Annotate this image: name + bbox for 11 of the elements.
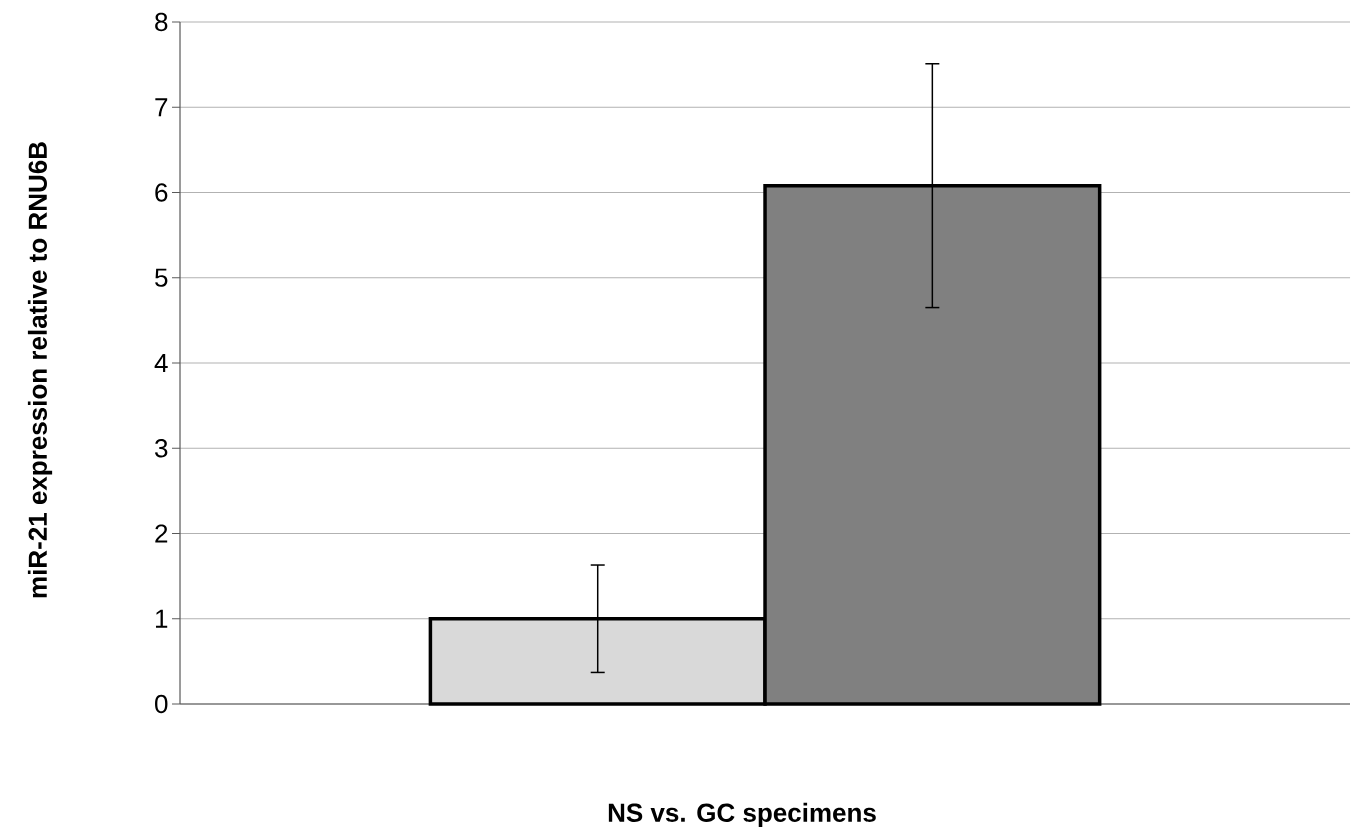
y-tick-label: 1 (155, 609, 168, 628)
y-tick-label: 5 (155, 268, 168, 287)
y-axis-title: miR-21 expression relative to RNU6B (27, 142, 53, 598)
y-tick-label: 6 (155, 183, 168, 202)
y-tick-label: 0 (155, 694, 168, 714)
y-tick-label: 2 (155, 524, 168, 543)
y-tick-label: 8 (155, 12, 168, 32)
x-axis-title: NS vs. GC specimens (608, 802, 876, 828)
y-tick-label: 4 (154, 354, 168, 372)
y-tick-label: 3 (155, 439, 168, 458)
y-tick-label: 7 (155, 98, 168, 117)
